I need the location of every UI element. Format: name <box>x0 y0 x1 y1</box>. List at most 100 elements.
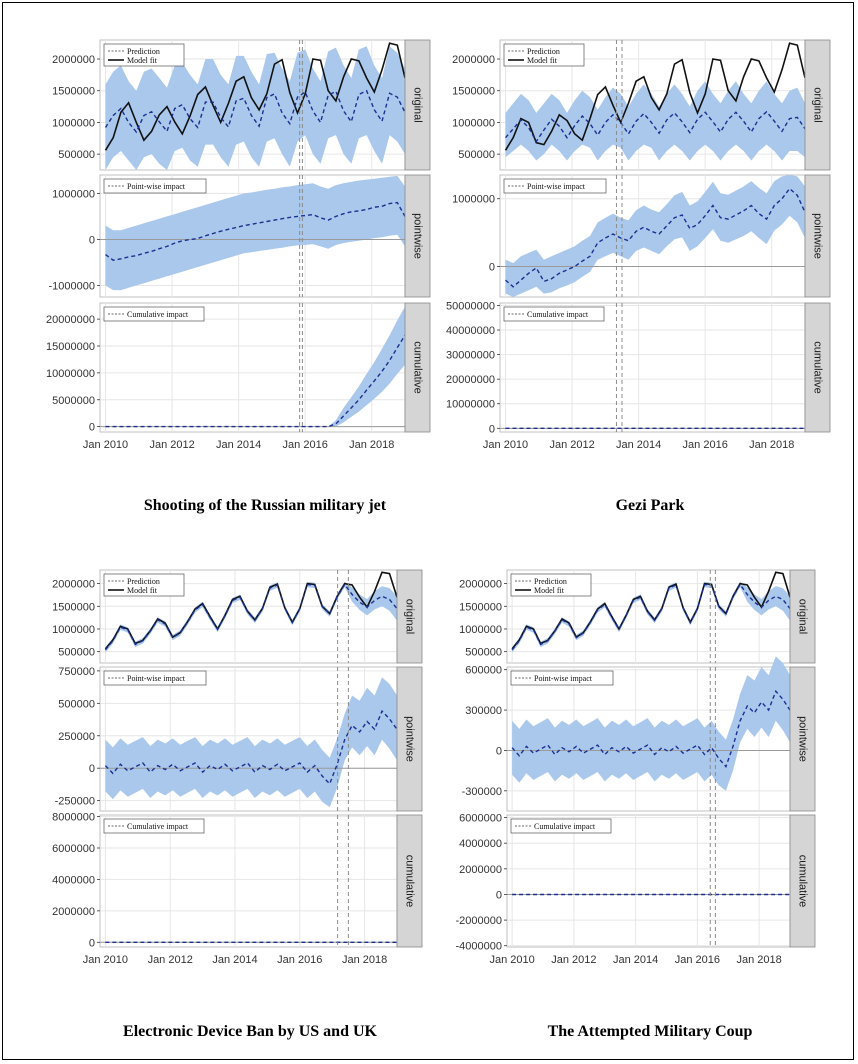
facet-strip <box>789 666 816 812</box>
x-tick-label: Jan 2018 <box>342 954 387 966</box>
panel-cumulative: -4000000 -2000000 0 2000000 4000000 6000000 cu… <box>456 813 816 953</box>
x-tick-label: Jan 2010 <box>83 954 128 966</box>
y-tick-label: 500000 <box>58 149 95 161</box>
facet-strip-label: original <box>797 599 809 634</box>
y-tick-label: 0 <box>89 422 95 434</box>
panel-pointwise: -250000 0 250000 500000 750000 pointwise Point… <box>55 666 423 812</box>
series-line-point-wise-impact <box>511 689 791 768</box>
confidence-band <box>105 677 398 808</box>
legend-box <box>103 178 207 194</box>
y-tick-label: 2000000 <box>52 579 95 591</box>
legend-label: Cumulative impact <box>127 822 189 831</box>
panel-pointwise: -300000 0 300000 600000 pointwise Point-wise … <box>462 656 816 812</box>
x-tick-label: Jan 2014 <box>616 439 661 451</box>
y-tick-label: 6000000 <box>459 813 502 825</box>
chart-caption: Shooting of the Russian military jet <box>144 497 387 514</box>
y-tick-label: -250000 <box>55 796 95 808</box>
y-tick-label: 40000000 <box>446 325 495 337</box>
facet-strip <box>804 39 831 171</box>
y-tick-label: 1000000 <box>452 194 495 206</box>
y-tick-label: 5000000 <box>52 395 95 407</box>
facet-strip <box>804 174 831 298</box>
chart-caption: Gezi Park <box>616 497 685 514</box>
y-tick-label: 300000 <box>465 705 502 717</box>
facet-strip-label: original <box>404 599 416 634</box>
x-tick-label: Jan 2014 <box>216 439 261 451</box>
series-line-prediction <box>504 110 806 143</box>
legend-box <box>510 818 612 834</box>
confidence-band <box>105 175 405 291</box>
y-tick-label: 10000000 <box>446 399 495 411</box>
x-tick-label: Jan 2018 <box>736 954 781 966</box>
y-tick-label: 1000000 <box>52 624 95 636</box>
legend-box <box>103 670 207 686</box>
facet-strip-label: pointwise <box>404 716 416 762</box>
y-tick-label: -2000000 <box>456 915 503 927</box>
legend-label: Point-wise impact <box>534 674 593 683</box>
y-tick-label: 4000000 <box>52 874 95 886</box>
facet-strip-label: cumulative <box>404 855 416 908</box>
panel-original: 500000 1000000 1500000 2000000 original Predi… <box>459 569 816 664</box>
confidence-band <box>512 656 790 791</box>
facet-strip-label: cumulative <box>812 341 824 394</box>
y-tick-label: 1500000 <box>52 601 95 613</box>
facet-strip <box>404 39 431 171</box>
legend-label: Model fit <box>127 56 158 65</box>
legend-label: Point-wise impact <box>527 182 586 191</box>
legend-box <box>103 306 205 322</box>
y-tick-label: -300000 <box>462 786 502 798</box>
y-tick-label: 1000000 <box>459 624 502 636</box>
legend-label: Cumulative impact <box>127 310 189 319</box>
y-tick-label: 500000 <box>58 647 95 659</box>
x-tick-label: Jan 2016 <box>277 954 322 966</box>
x-tick-label: Jan 2018 <box>349 439 394 451</box>
facet-strip <box>404 174 431 298</box>
y-tick-label: 10000000 <box>46 368 95 380</box>
y-tick-label: 1000000 <box>52 117 95 129</box>
y-tick-label: 0 <box>89 234 95 246</box>
y-tick-label: 2000000 <box>452 54 495 66</box>
chart-caption: Electronic Device Ban by US and UK <box>123 1023 377 1040</box>
y-tick-label: 500000 <box>465 647 502 659</box>
facet-strip-label: pointwise <box>812 213 824 259</box>
series-line-model-fit <box>504 42 806 151</box>
y-tick-label: 1500000 <box>452 86 495 98</box>
y-tick-label: 600000 <box>465 665 502 677</box>
legend-label: Prediction <box>127 577 160 586</box>
y-tick-label: 6000000 <box>52 843 95 855</box>
x-tick-label: Jan 2012 <box>149 439 194 451</box>
series-line-cumulative-impact <box>105 334 406 428</box>
x-tick-label: Jan 2012 <box>148 954 193 966</box>
x-tick-label: Jan 2012 <box>549 439 594 451</box>
x-tick-label: Jan 2018 <box>749 439 794 451</box>
chart-figure-4: 500000 1000000 1500000 2000000 original Predi… <box>456 569 816 1040</box>
legend-label: Prediction <box>527 47 560 56</box>
legend-box <box>103 818 205 834</box>
y-tick-label: 2000000 <box>52 906 95 918</box>
plot-area <box>99 814 398 948</box>
facet-strip <box>789 569 816 664</box>
y-tick-label: 4000000 <box>459 838 502 850</box>
y-tick-label: 1500000 <box>459 601 502 613</box>
y-tick-label: 2000000 <box>52 54 95 66</box>
plot-area <box>506 814 791 948</box>
legend-box <box>510 670 614 686</box>
y-tick-label: 1000000 <box>52 188 95 200</box>
legend-label: Model fit <box>527 56 558 65</box>
y-tick-label: 2000000 <box>459 864 502 876</box>
y-tick-label: 20000000 <box>46 314 95 326</box>
series-line-point-wise-impact <box>105 201 406 261</box>
y-tick-label: 0 <box>89 763 95 775</box>
x-tick-label: Jan 2010 <box>483 439 528 451</box>
y-tick-label: -1000000 <box>49 280 96 292</box>
y-tick-label: 250000 <box>58 731 95 743</box>
series-line-point-wise-impact <box>505 187 806 288</box>
y-tick-label: 0 <box>496 745 502 757</box>
legend-label: Model fit <box>534 586 565 595</box>
x-tick-label: Jan 2014 <box>613 954 658 966</box>
facet-strip <box>789 814 816 948</box>
series-line-prediction <box>511 583 791 651</box>
y-tick-label: 500000 <box>458 149 495 161</box>
